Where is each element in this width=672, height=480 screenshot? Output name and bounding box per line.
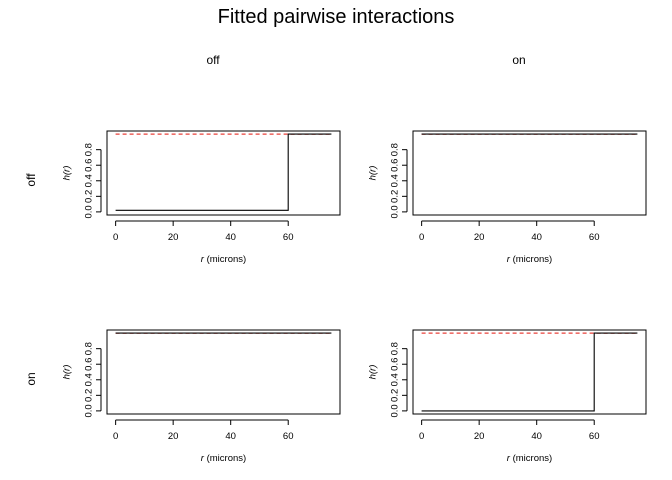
y-axis-title: h(r) [368, 365, 379, 380]
y-tick-label: 0.4 [84, 174, 95, 187]
column-header-off: off [206, 53, 220, 67]
y-axis: 0.0 0.2 0.4 0.6 0.8 [84, 143, 102, 218]
y-axis: 0.0 0.2 0.4 0.6 0.8 [390, 143, 408, 218]
column-header-on: on [512, 53, 526, 67]
y-tick-label: 0.2 [84, 389, 95, 402]
plot-frame [412, 130, 647, 216]
y-tick-label: 0.2 [390, 190, 401, 203]
y-tick-label: 0.8 [390, 143, 401, 156]
y-axis: 0.0 0.2 0.4 0.6 0.8 [390, 342, 408, 417]
panel-off-off: 0 20 40 60 0.0 0.2 0.4 0.6 0.8 r (microns) h(r) [62, 130, 341, 265]
y-tick-label: 0.0 [84, 404, 95, 417]
x-tick-label: 20 [474, 431, 485, 442]
x-axis-title: r (microns) [201, 453, 246, 464]
plot-frame [106, 329, 341, 415]
y-tick-label: 0.0 [390, 404, 401, 417]
y-tick-label: 0.2 [390, 389, 401, 402]
x-axis-title: r (microns) [507, 254, 552, 265]
x-tick-label: 0 [419, 232, 424, 243]
x-tick-label: 0 [419, 431, 424, 442]
x-axis: 0 20 40 60 [419, 419, 600, 442]
panel-on-on: 0 20 40 60 0.0 0.2 0.4 0.6 0.8 r (microns) h(r) [368, 329, 647, 464]
x-tick-label: 20 [168, 431, 179, 442]
x-axis: 0 20 40 60 [113, 419, 294, 442]
x-tick-label: 60 [283, 431, 294, 442]
y-axis-title: h(r) [368, 166, 379, 181]
x-tick-label: 60 [589, 232, 600, 243]
y-tick-label: 0.0 [390, 205, 401, 218]
plot-frame [412, 329, 647, 415]
y-tick-label: 0.0 [84, 205, 95, 218]
x-axis: 0 20 40 60 [113, 220, 294, 243]
y-tick-label: 0.4 [390, 373, 401, 386]
y-tick-label: 0.8 [390, 342, 401, 355]
x-tick-label: 0 [113, 232, 118, 243]
x-tick-label: 60 [589, 431, 600, 442]
x-tick-label: 0 [113, 431, 118, 442]
x-tick-label: 40 [531, 431, 542, 442]
y-axis-title: h(r) [62, 166, 73, 181]
x-tick-label: 40 [225, 431, 236, 442]
x-axis-title: r (microns) [507, 453, 552, 464]
y-tick-label: 0.2 [84, 190, 95, 203]
y-tick-label: 0.6 [390, 358, 401, 371]
panel-on-off: 0 20 40 60 0.0 0.2 0.4 0.6 0.8 r (microns) h(r) [62, 329, 341, 464]
y-tick-label: 0.6 [84, 358, 95, 371]
x-tick-label: 60 [283, 232, 294, 243]
y-tick-label: 0.6 [84, 159, 95, 172]
figure-title: Fitted pairwise interactions [217, 6, 455, 28]
y-tick-label: 0.8 [84, 143, 95, 156]
panel-off-on: 0 20 40 60 0.0 0.2 0.4 0.6 0.8 r (microns) h(r) [368, 130, 647, 265]
y-axis: 0.0 0.2 0.4 0.6 0.8 [84, 342, 102, 417]
x-tick-label: 40 [225, 232, 236, 243]
y-tick-label: 0.4 [84, 373, 95, 386]
x-tick-label: 20 [168, 232, 179, 243]
x-axis-title: r (microns) [201, 254, 246, 265]
fitted-interaction-line [115, 133, 332, 211]
fitted-interaction-line [421, 332, 638, 412]
x-axis: 0 20 40 60 [419, 220, 600, 243]
y-axis-title: h(r) [62, 365, 73, 380]
x-tick-label: 20 [474, 232, 485, 243]
y-tick-label: 0.8 [84, 342, 95, 355]
y-tick-label: 0.6 [390, 159, 401, 172]
y-tick-label: 0.4 [390, 174, 401, 187]
plot-frame [106, 130, 341, 216]
x-tick-label: 40 [531, 232, 542, 243]
